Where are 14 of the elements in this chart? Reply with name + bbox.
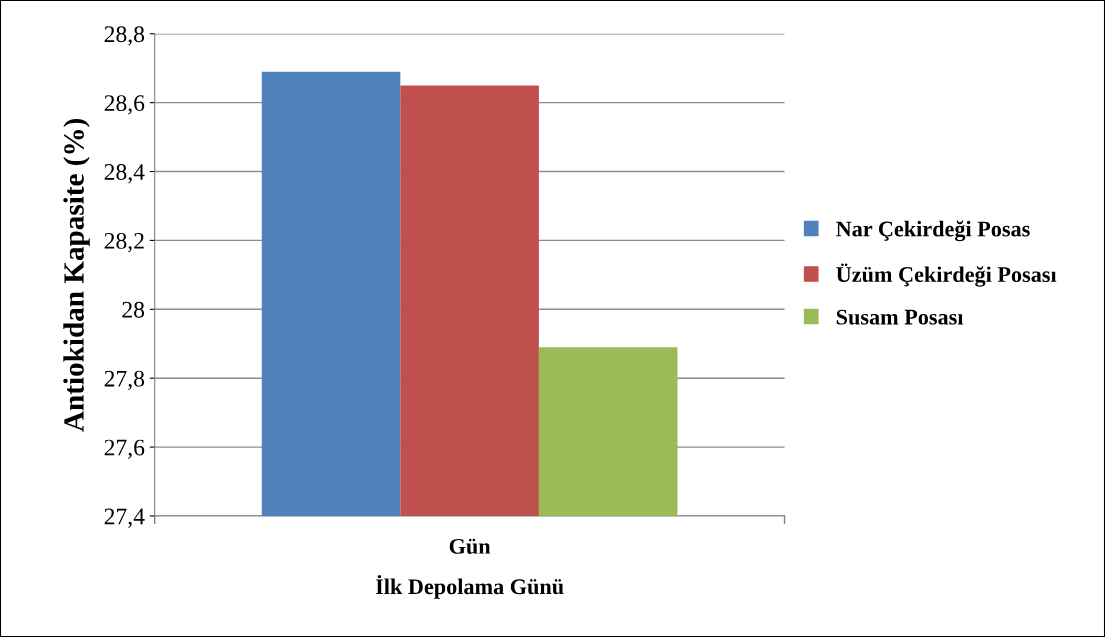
x-tick-label: Gün bbox=[449, 538, 491, 554]
y-tick-label: 27,6 bbox=[104, 439, 145, 459]
legend-label: Susam Posası bbox=[836, 309, 964, 325]
legend-label: Üzüm Çekirdeği Posası bbox=[836, 263, 1057, 287]
y-tick-label: 28,8 bbox=[104, 26, 145, 46]
y-tick-label: 28 bbox=[122, 301, 145, 318]
y-tick-label: 27,4 bbox=[104, 508, 145, 528]
y-tick-label: 28,6 bbox=[104, 95, 145, 115]
y-tick-label: 27,8 bbox=[104, 370, 145, 391]
y-axis-title: Antiokidan Kapasite (%) bbox=[63, 118, 90, 432]
y-tick-label: 28,2 bbox=[104, 232, 144, 253]
legend-label: Nar Çekirdeği Posas bbox=[836, 220, 1030, 242]
y-tick-label: 28,4 bbox=[104, 164, 145, 184]
x-axis-title: İlk Depolama Günü bbox=[375, 575, 564, 599]
